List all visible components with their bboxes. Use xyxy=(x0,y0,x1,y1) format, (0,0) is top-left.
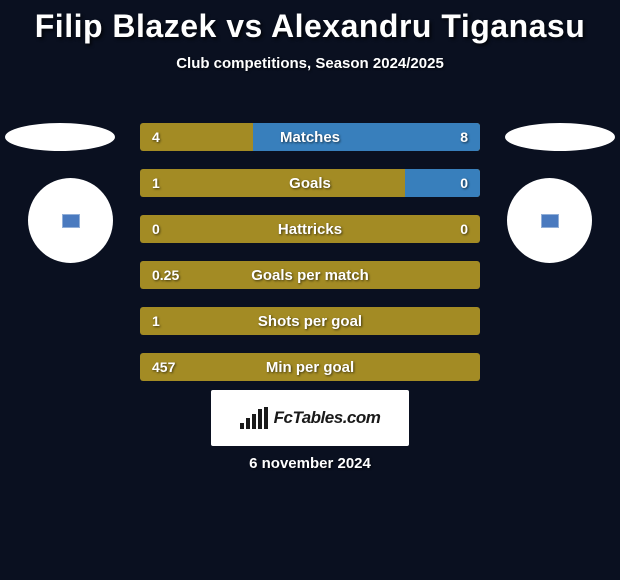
stat-bar-label: Shots per goal xyxy=(140,307,480,335)
logo-text: FcTables.com xyxy=(274,408,381,428)
stat-bar-value-left: 0 xyxy=(152,215,160,243)
stats-bars: Matches48Goals10Hattricks00Goals per mat… xyxy=(140,123,480,399)
stat-bar: Matches4 8 xyxy=(140,123,480,151)
brand-logo: FcTables.com xyxy=(211,390,409,446)
stat-bar-label: Goals xyxy=(140,169,480,197)
stat-bar-value-left: 4 xyxy=(152,123,160,151)
stat-bar: Goals1 0 xyxy=(140,169,480,197)
subtitle: Club competitions, Season 2024/2025 xyxy=(0,55,620,72)
player2-ellipse xyxy=(505,123,615,151)
stat-bar-label: Hattricks xyxy=(140,215,480,243)
stat-bar-value-right: 0 xyxy=(460,169,468,197)
stat-bar-value-right: 8 xyxy=(460,123,468,151)
page-title: Filip Blazek vs Alexandru Tiganasu xyxy=(0,0,620,45)
player1-ellipse xyxy=(5,123,115,151)
stat-bar-value-left: 1 xyxy=(152,169,160,197)
player2-medallion xyxy=(507,178,592,263)
player2-badge-icon xyxy=(541,214,559,228)
stat-bar-value-left: 0.25 xyxy=(152,261,179,289)
stat-bar-value-left: 1 xyxy=(152,307,160,335)
stat-bar: Shots per goal1 xyxy=(140,307,480,335)
stat-bar-label: Min per goal xyxy=(140,353,480,381)
stat-bar: Hattricks0 0 xyxy=(140,215,480,243)
player1-medallion xyxy=(28,178,113,263)
stat-bar-label: Goals per match xyxy=(140,261,480,289)
stat-bar-label: Matches xyxy=(140,123,480,151)
stat-bar: Goals per match0.25 xyxy=(140,261,480,289)
player1-badge-icon xyxy=(62,214,80,228)
stat-bar-value-left: 457 xyxy=(152,353,175,381)
stat-bar-value-right: 0 xyxy=(460,215,468,243)
logo-bars-icon xyxy=(240,407,268,429)
stat-bar: Min per goal457 xyxy=(140,353,480,381)
date-label: 6 november 2024 xyxy=(0,455,620,472)
